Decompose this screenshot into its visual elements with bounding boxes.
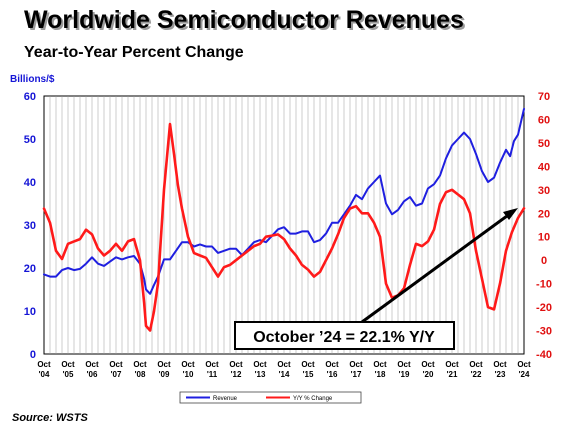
x-tick-label-month: Oct xyxy=(205,360,219,369)
x-tick-label-month: Oct xyxy=(373,360,387,369)
x-tick-label-year: '21 xyxy=(447,370,458,379)
chart-title: Worldwide Semiconductor Revenues xyxy=(24,6,464,34)
x-tick-label-month: Oct xyxy=(277,360,291,369)
left-tick-label: 40 xyxy=(24,177,36,189)
x-tick-label-year: '10 xyxy=(183,370,194,379)
legend-revenue-label: Revenue xyxy=(213,396,238,402)
x-tick-label-month: Oct xyxy=(469,360,483,369)
data-series xyxy=(42,107,526,332)
x-tick-label-year: '17 xyxy=(351,370,362,379)
right-tick-label: 60 xyxy=(538,114,550,126)
left-tick-label: 50 xyxy=(24,134,36,146)
x-tick-label-month: Oct xyxy=(421,360,435,369)
x-tick-label-month: Oct xyxy=(37,360,51,369)
x-tick-label-year: '15 xyxy=(303,370,314,379)
x-tick-label-month: Oct xyxy=(445,360,459,369)
right-tick-label: -20 xyxy=(536,302,552,314)
x-tick-label-month: Oct xyxy=(397,360,411,369)
x-tick-label-month: Oct xyxy=(181,360,195,369)
x-tick-label-year: '04 xyxy=(39,370,50,379)
x-tick-label-month: Oct xyxy=(517,360,531,369)
x-tick-label-year: '13 xyxy=(255,370,266,379)
right-tick-label: 70 xyxy=(538,91,550,103)
x-tick-label-month: Oct xyxy=(61,360,75,369)
x-tick-label-year: '12 xyxy=(231,370,242,379)
callout: October ’24 = 22.1% Y/Y xyxy=(234,208,518,350)
x-tick-label-year: '20 xyxy=(423,370,434,379)
callout-arrowhead xyxy=(503,208,518,220)
x-tick-label-year: '14 xyxy=(279,370,290,379)
left-tick-label: 20 xyxy=(24,263,36,275)
x-tick-label-month: Oct xyxy=(109,360,123,369)
callout-box xyxy=(234,321,455,350)
x-tick-label-year: '19 xyxy=(399,370,410,379)
x-tick-label-year: '09 xyxy=(159,370,170,379)
right-tick-label: 50 xyxy=(538,138,550,150)
x-tick-label-year: '18 xyxy=(375,370,386,379)
x-tick-label-year: '22 xyxy=(471,370,482,379)
vertical-gridlines xyxy=(49,96,519,354)
x-tick-label-year: '16 xyxy=(327,370,338,379)
source-note: Source: WSTS xyxy=(12,412,88,424)
x-axis-ticks: Oct'04Oct'05Oct'06Oct'07Oct'08Oct'09Oct'… xyxy=(37,360,531,379)
chart-subtitle: Year-to-Year Percent Change xyxy=(24,44,244,61)
right-tick-label: 30 xyxy=(538,185,550,197)
left-axis-ticks: 0 10 20 30 40 50 60 xyxy=(24,91,36,361)
x-tick-label-month: Oct xyxy=(253,360,267,369)
callout-arrow xyxy=(361,211,512,324)
right-tick-label: -10 xyxy=(536,279,552,291)
x-tick-label-month: Oct xyxy=(301,360,315,369)
right-tick-label: 40 xyxy=(538,161,550,173)
left-tick-label: 60 xyxy=(24,91,36,103)
x-tick-label-month: Oct xyxy=(133,360,147,369)
legend: Revenue Y/Y % Change xyxy=(179,391,362,404)
yoy-series-line xyxy=(42,122,526,332)
right-tick-label: -40 xyxy=(536,349,552,361)
left-axis-unit-label: Billions/$ xyxy=(10,74,55,85)
x-tick-label-month: Oct xyxy=(349,360,363,369)
callout-text: October ’24 = 22.1% Y/Y xyxy=(253,329,435,346)
x-tick-label-year: '06 xyxy=(87,370,98,379)
x-tick-label-month: Oct xyxy=(493,360,507,369)
right-tick-label: 0 xyxy=(541,255,547,267)
left-tick-label: 0 xyxy=(30,349,36,361)
x-tick-label-month: Oct xyxy=(85,360,99,369)
left-tick-label: 30 xyxy=(24,220,36,232)
x-tick-label-year: '05 xyxy=(63,370,74,379)
right-tick-label: -30 xyxy=(536,326,552,338)
right-tick-label: 10 xyxy=(538,232,550,244)
right-tick-label: 20 xyxy=(538,208,550,220)
x-tick-label-year: '08 xyxy=(135,370,146,379)
x-tick-label-month: Oct xyxy=(325,360,339,369)
right-axis-ticks: -40 -30 -20 -10 0 10 20 30 40 50 60 70 xyxy=(536,91,552,361)
x-tick-label-year: '07 xyxy=(111,370,122,379)
x-tick-label-month: Oct xyxy=(157,360,171,369)
x-tick-label-year: '23 xyxy=(495,370,506,379)
x-tick-label-year: '24 xyxy=(519,370,530,379)
x-tick-label-month: Oct xyxy=(229,360,243,369)
legend-yoy-label: Y/Y % Change xyxy=(293,396,333,402)
left-tick-label: 10 xyxy=(24,306,36,318)
revenue-series-line xyxy=(43,107,525,295)
x-tick-label-year: '11 xyxy=(207,370,218,379)
